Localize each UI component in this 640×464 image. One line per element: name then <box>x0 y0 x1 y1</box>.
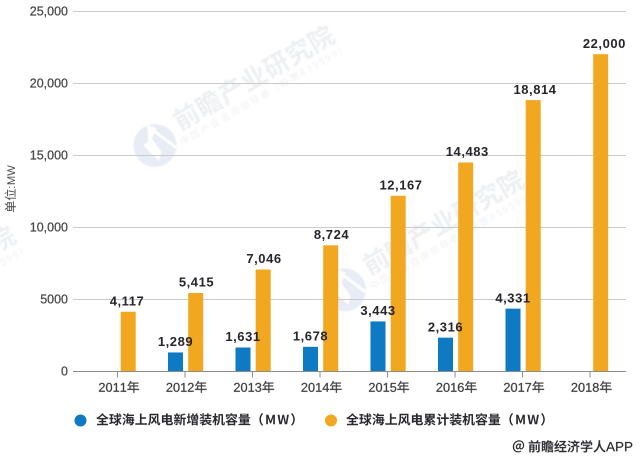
svg-text:4,331: 4,331 <box>495 290 530 305</box>
svg-text:15,000: 15,000 <box>30 148 68 162</box>
svg-text:0: 0 <box>61 364 68 378</box>
svg-text:3,443: 3,443 <box>360 303 395 318</box>
svg-text:5000: 5000 <box>40 292 68 306</box>
svg-text:5,415: 5,415 <box>179 275 214 290</box>
svg-text:20,000: 20,000 <box>30 76 68 90</box>
svg-text:1,289: 1,289 <box>158 334 193 349</box>
svg-text:2,316: 2,316 <box>428 319 463 334</box>
svg-text:25,000: 25,000 <box>30 4 68 18</box>
svg-text:10,000: 10,000 <box>30 220 68 234</box>
svg-text:14,483: 14,483 <box>446 144 489 159</box>
svg-text:12,167: 12,167 <box>379 178 422 193</box>
svg-text:1,631: 1,631 <box>225 329 260 344</box>
svg-text:22,000: 22,000 <box>583 36 626 51</box>
svg-text:8,724: 8,724 <box>314 227 350 242</box>
svg-text:1,678: 1,678 <box>293 329 328 344</box>
svg-text:7,046: 7,046 <box>246 251 281 266</box>
svg-text:4,117: 4,117 <box>110 293 145 308</box>
svg-text:18,814: 18,814 <box>513 82 556 97</box>
